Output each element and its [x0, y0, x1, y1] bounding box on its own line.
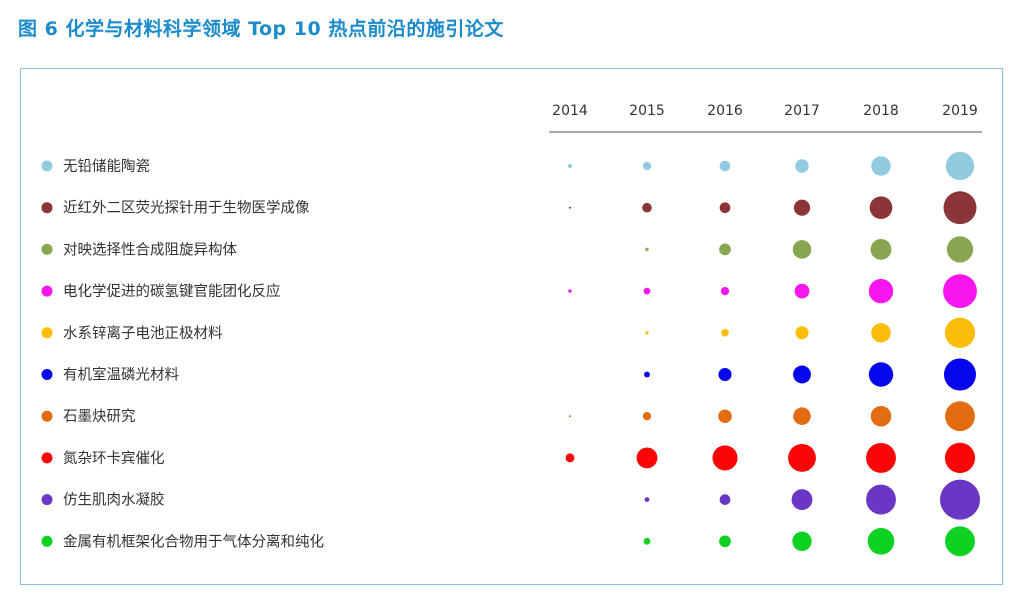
year-label-2017: 2017: [784, 103, 820, 119]
bubble-2015: [642, 202, 652, 213]
bubble-2018: [870, 238, 892, 260]
bubble-2017: [794, 283, 810, 299]
bubble-2017: [788, 443, 816, 472]
row-label: 无铅储能陶瓷: [63, 158, 150, 175]
row-label: 水系锌离子电池正极材料: [63, 325, 223, 342]
bubble-2016: [721, 329, 729, 337]
year-label-2016: 2016: [707, 103, 743, 119]
legend-dot: [41, 202, 53, 214]
row-label: 近红外二区荧光探针用于生物医学成像: [63, 200, 310, 217]
legend-dot: [41, 369, 53, 380]
bubble-2017: [795, 159, 809, 173]
bubble-2016: [719, 535, 731, 548]
bubble-2015: [643, 537, 651, 545]
bubble-2019: [946, 236, 974, 263]
bubble-2018: [871, 323, 891, 343]
bubble-2016: [719, 243, 731, 256]
bubble-2019: [944, 442, 976, 474]
year-label-2019: 2019: [942, 103, 978, 119]
bubble-2015: [642, 412, 652, 421]
bubble-2018: [866, 442, 896, 473]
legend-dot: [41, 160, 53, 172]
bubble-2015: [636, 447, 658, 469]
bubble-2014: [567, 163, 573, 169]
bubble-2018: [868, 278, 894, 304]
row-label: 仿生肌肉水凝胶: [63, 492, 165, 509]
chart-panel: 2014 2015 2016 2017 2018 2019 无铅储能陶瓷近红外二区荧光探针用…: [20, 68, 1003, 585]
bubble-2018: [866, 484, 896, 515]
row-label: 对映选择性合成阻旋异构体: [63, 241, 237, 258]
legend-dot: [41, 535, 53, 547]
bubble-2017: [792, 531, 812, 552]
bubble-2014: [569, 206, 571, 209]
bubble-2018: [871, 156, 891, 176]
bubble-2015: [645, 331, 649, 335]
bubble-2017: [793, 199, 811, 216]
legend-dot: [41, 452, 53, 464]
legend-dot: [41, 494, 53, 506]
row-label: 石墨炔研究: [63, 408, 136, 425]
bubble-2018: [870, 405, 892, 427]
bubble-2016: [718, 367, 732, 382]
bubble-2019: [943, 274, 977, 308]
year-label-2018: 2018: [863, 103, 899, 119]
row-label: 金属有机框架化合物用于气体分离和纯化: [63, 533, 324, 550]
bubble-2016: [718, 409, 732, 423]
bubble-2018: [867, 527, 895, 555]
bubble-2016: [719, 160, 731, 172]
bubble-2019: [943, 358, 977, 391]
row-label: 氮杂环卡宾催化: [63, 450, 165, 467]
bubble-2017: [793, 407, 811, 425]
bubble-2015: [645, 247, 649, 252]
bubble-2019: [945, 151, 975, 181]
bubble-2018: [868, 362, 894, 387]
bubble-chart: 2014 2015 2016 2017 2018 2019 无铅储能陶瓷近红外二区荧光探针用…: [41, 103, 982, 557]
legend-dot: [41, 327, 53, 339]
row-label: 电化学促进的碳氢键官能团化反应: [63, 282, 281, 300]
bubble-2014: [565, 453, 575, 463]
year-label-2015: 2015: [629, 103, 665, 119]
bubble-2015: [642, 161, 652, 171]
bubble-2017: [795, 326, 809, 340]
bubble-2019: [945, 526, 975, 557]
bubble-2019: [944, 317, 976, 348]
figure-title: 图 6 化学与材料科学领域 Top 10 热点前沿的施引论文: [18, 18, 504, 40]
bubble-2019: [943, 191, 977, 225]
bubble-2016: [712, 445, 738, 471]
bubble-2017: [791, 489, 813, 511]
bubble-2019: [940, 479, 980, 520]
bubble-2014: [569, 415, 571, 418]
legend-dot: [41, 243, 53, 255]
year-label-2014: 2014: [552, 103, 588, 119]
row-label: 有机室温磷光材料: [63, 367, 179, 384]
bubble-2014: [568, 289, 572, 293]
bubble-2015: [644, 497, 650, 502]
legend-dot: [41, 285, 53, 297]
bubble-2016: [720, 286, 730, 296]
bubble-2015: [643, 287, 651, 295]
bubble-2016: [719, 202, 731, 214]
legend-dot: [41, 410, 53, 422]
bubble-2017: [793, 365, 811, 384]
bubble-2017: [792, 240, 812, 259]
bubble-2019: [945, 401, 975, 432]
bubble-2018: [869, 196, 893, 220]
bubble-2015: [644, 371, 650, 378]
bubble-2016: [719, 494, 731, 505]
